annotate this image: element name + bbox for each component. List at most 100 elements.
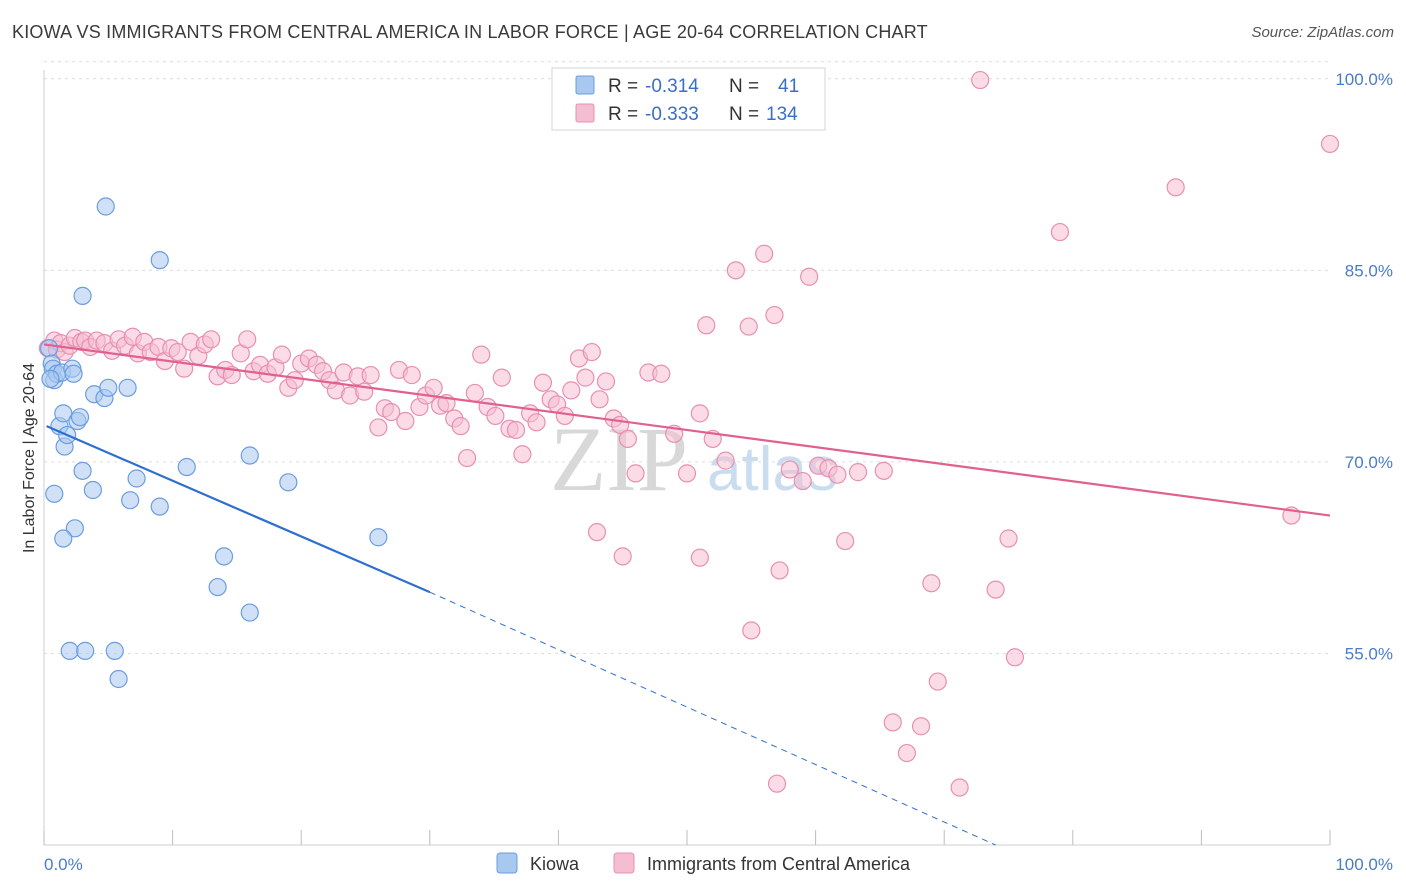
point-kiowa-18 (76, 641, 95, 660)
point-immigrants-117 (911, 717, 931, 736)
point-immigrants-69 (492, 368, 511, 387)
point-immigrants-56 (402, 365, 421, 385)
point-kiowa-21 (73, 461, 92, 480)
point-kiowa-12 (65, 519, 84, 538)
legend-swatch-immigrants (575, 103, 595, 123)
legend-box (551, 67, 826, 131)
point-kiowa-35 (208, 577, 227, 597)
chart-title: KIOWA VS IMMIGRANTS FROM CENTRAL AMERICA… (12, 22, 928, 42)
series-legend-label-kiowa: Kiowa (530, 854, 580, 874)
point-immigrants-65 (465, 383, 484, 403)
point-immigrants-72 (513, 445, 532, 464)
trend-lines (43, 343, 1331, 846)
point-immigrants-22 (168, 342, 187, 362)
x-tick-label-min: 0.0% (44, 855, 83, 874)
point-immigrants-37 (272, 345, 292, 364)
point-immigrants-105 (742, 621, 761, 640)
point-immigrants-115 (883, 713, 902, 732)
series-legend-label-immigrants: Immigrants from Central America (647, 854, 911, 874)
point-immigrants-71 (506, 420, 526, 440)
trend-line-immigrants (43, 343, 1331, 517)
point-kiowa-32 (150, 497, 169, 516)
point-immigrants-78 (555, 406, 574, 426)
y-tick-label-1: 70.0% (1345, 453, 1393, 472)
series-legend: Kiowa Immigrants from Central America (496, 852, 911, 874)
point-immigrants-116 (897, 743, 917, 763)
y-axis-label: In Labor Force | Age 20-64 (21, 363, 38, 553)
x-axis-ticks (43, 830, 1331, 845)
point-kiowa-39 (369, 528, 388, 547)
legend-r-label-kiowa: R = (608, 76, 638, 97)
point-immigrants-102 (755, 244, 774, 263)
point-kiowa-27 (96, 197, 115, 216)
point-immigrants-93 (690, 404, 709, 423)
point-kiowa-16 (54, 529, 73, 548)
point-immigrants-108 (800, 267, 819, 286)
legend-swatch-kiowa (575, 75, 595, 95)
watermark: ZIP atlas (550, 408, 838, 510)
point-immigrants-79 (562, 381, 581, 400)
legend-r-value-kiowa: -0.314 (645, 76, 699, 97)
series-kiowa-points (40, 197, 388, 689)
point-immigrants-107 (793, 471, 812, 491)
point-immigrants-101 (739, 317, 758, 336)
point-immigrants-128 (1320, 134, 1340, 154)
point-kiowa-40 (41, 369, 60, 388)
point-immigrants-90 (652, 364, 671, 383)
series-legend-swatch-immigrants (613, 852, 635, 874)
legend-n-label-kiowa: N = (729, 76, 759, 97)
point-kiowa-19 (105, 641, 124, 660)
point-kiowa-22 (83, 480, 102, 500)
trend-line-kiowa (46, 425, 431, 594)
point-immigrants-39 (285, 371, 304, 390)
point-kiowa-30 (121, 491, 140, 510)
x-tick-label-max: 100.0% (1335, 855, 1393, 874)
point-immigrants-122 (986, 580, 1005, 599)
point-kiowa-14 (70, 408, 90, 427)
point-immigrants-124 (1005, 648, 1025, 667)
point-immigrants-111 (828, 465, 847, 484)
point-immigrants-32 (238, 330, 257, 349)
point-immigrants-27 (202, 330, 221, 349)
point-kiowa-25 (99, 378, 118, 397)
y-axis-tick-labels: 55.0% 70.0% 85.0% 100.0% (1335, 70, 1393, 664)
point-immigrants-120 (950, 778, 969, 797)
point-immigrants-64 (457, 448, 477, 468)
source-label: Source: ZipAtlas.com (1251, 24, 1394, 41)
point-kiowa-37 (240, 603, 259, 622)
point-immigrants-104 (770, 561, 789, 580)
point-immigrants-95 (716, 451, 735, 470)
point-kiowa-20 (109, 669, 128, 689)
point-immigrants-126 (1166, 178, 1185, 197)
point-immigrants-125 (1050, 222, 1070, 242)
gridlines (44, 61, 1330, 654)
point-immigrants-84 (596, 372, 616, 391)
point-immigrants-96 (587, 523, 607, 542)
point-immigrants-123 (999, 529, 1018, 548)
point-immigrants-74 (527, 413, 546, 432)
point-immigrants-83 (590, 390, 609, 409)
point-kiowa-38 (279, 473, 298, 492)
legend-n-value-immigrants: 134 (766, 104, 798, 125)
point-kiowa-29 (73, 286, 92, 305)
point-immigrants-99 (697, 316, 716, 335)
point-immigrants-129 (767, 774, 787, 793)
point-kiowa-0 (40, 339, 59, 358)
point-immigrants-63 (451, 417, 470, 436)
point-immigrants-59 (424, 378, 443, 397)
y-tick-label-3: 100.0% (1335, 70, 1393, 89)
legend-r-value-immigrants: -0.333 (645, 104, 699, 125)
point-immigrants-92 (677, 464, 697, 483)
point-kiowa-31 (127, 469, 146, 488)
point-kiowa-34 (214, 547, 234, 566)
point-immigrants-98 (690, 548, 709, 567)
point-immigrants-51 (369, 418, 388, 437)
y-tick-label-2: 85.0% (1345, 261, 1393, 280)
point-immigrants-103 (765, 305, 784, 325)
point-kiowa-17 (60, 641, 79, 660)
point-immigrants-118 (922, 574, 941, 593)
point-immigrants-68 (486, 406, 505, 426)
point-kiowa-11 (64, 364, 83, 383)
point-kiowa-28 (150, 251, 169, 270)
